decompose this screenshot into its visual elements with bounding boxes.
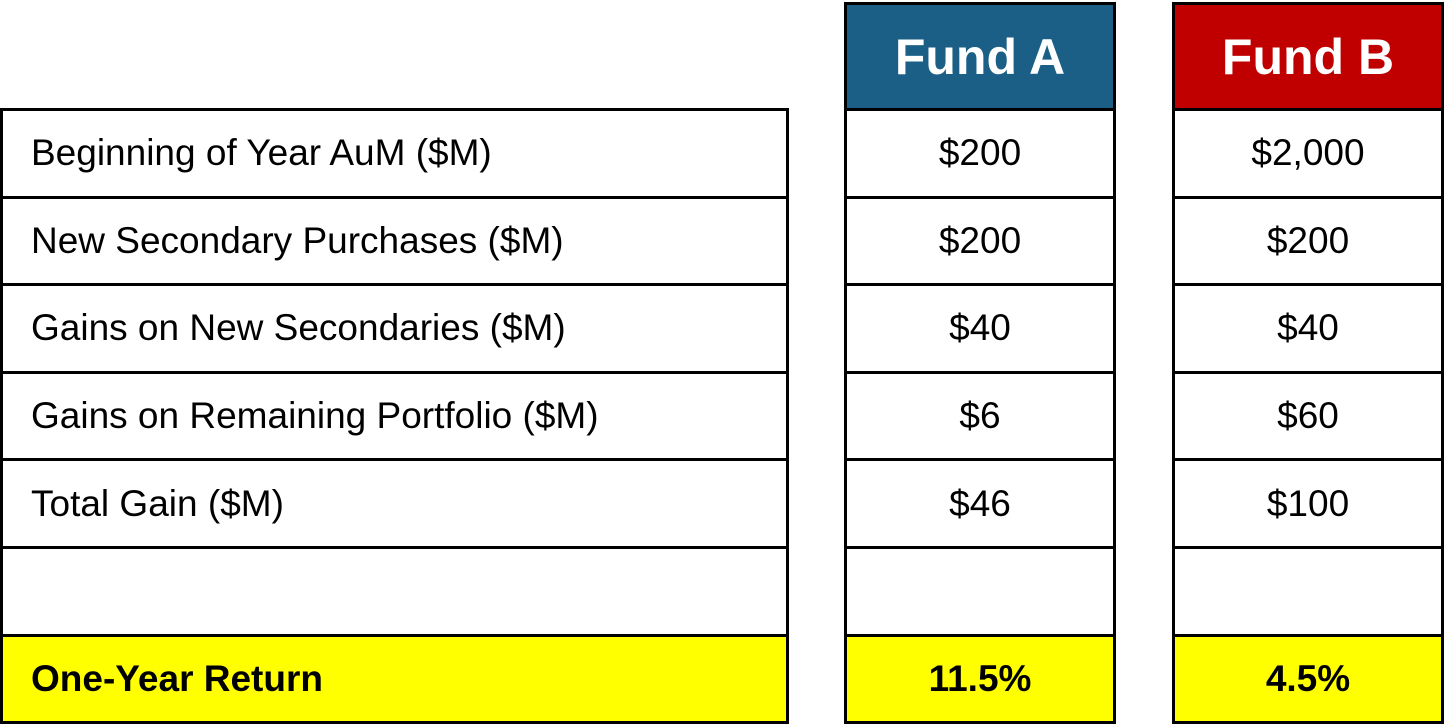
value-cell: $6	[844, 370, 1116, 462]
value-cell: $2,000	[1172, 108, 1444, 199]
value-cell: 4.5%	[1172, 633, 1444, 725]
row-label: Total Gain ($M)	[0, 458, 789, 549]
row-label: New Secondary Purchases ($M)	[0, 195, 789, 287]
column-header: Fund B	[1172, 2, 1444, 112]
value-cell: $46	[844, 458, 1116, 549]
empty-cell	[1172, 546, 1444, 637]
value-cell: $200	[844, 108, 1116, 199]
value-cell: $200	[1172, 195, 1444, 287]
empty-cell	[0, 546, 789, 637]
row-label: Gains on New Secondaries ($M)	[0, 283, 789, 374]
row-label: Gains on Remaining Portfolio ($M)	[0, 370, 789, 462]
value-cell: 11.5%	[844, 633, 1116, 725]
column-header: Fund A	[844, 2, 1116, 112]
row-label: Beginning of Year AuM ($M)	[0, 108, 789, 199]
value-cell: $40	[1172, 283, 1444, 374]
value-cell: $60	[1172, 370, 1444, 462]
value-cell: $40	[844, 283, 1116, 374]
value-cell: $100	[1172, 458, 1444, 549]
empty-cell	[844, 546, 1116, 637]
row-label: One-Year Return	[0, 633, 789, 725]
value-cell: $200	[844, 195, 1116, 287]
